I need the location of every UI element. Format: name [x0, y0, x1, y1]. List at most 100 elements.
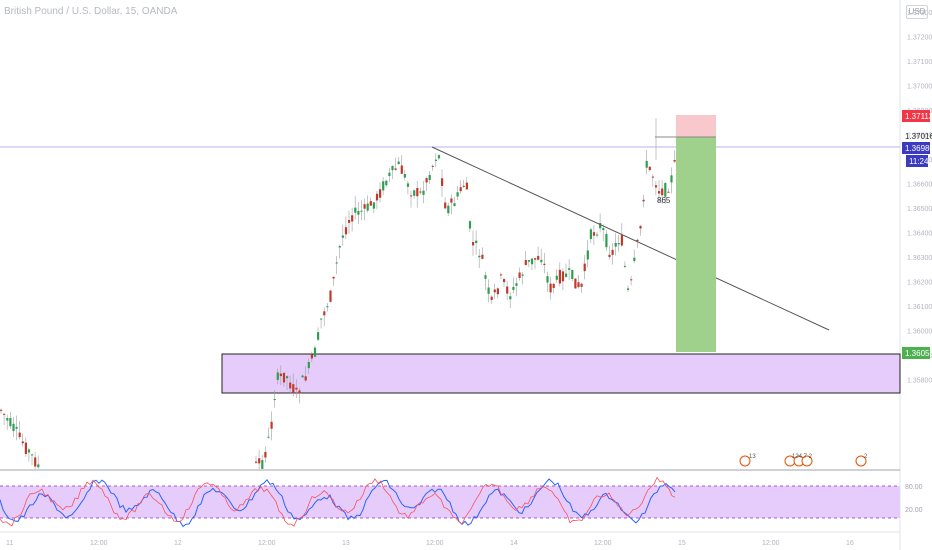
price-tick: 1.35800 [907, 378, 932, 385]
candle-body [589, 229, 592, 239]
candle-body [673, 159, 676, 162]
point-label: 865 [657, 196, 671, 205]
candle-body [12, 423, 15, 432]
candle-body [630, 279, 633, 281]
candle-body [484, 275, 487, 279]
candle-body [15, 426, 18, 429]
candle-body [611, 249, 614, 255]
candle-body [527, 260, 530, 262]
event-marker-1[interactable]: 13 [739, 454, 756, 467]
candle-body [509, 296, 512, 300]
price-tick: 1.36000 [907, 329, 932, 336]
trendline[interactable] [431, 146, 830, 331]
target-price-label: 1.37113 [905, 112, 932, 121]
time-axis[interactable]: 11 12:00 12 12:00 13 12:00 14 12:00 15 12:00 16 [6, 540, 854, 547]
time-tick: 16 [846, 540, 854, 547]
price-tick: 1.36500 [907, 206, 932, 213]
price-tick: 1.36600 [907, 182, 932, 189]
time-tick: 13 [342, 540, 350, 547]
candle-body [437, 155, 441, 159]
candle-body [307, 361, 310, 369]
candle-body [434, 159, 437, 161]
price-tick: 1.36200 [907, 280, 932, 287]
candle-body [636, 239, 639, 242]
price-axis[interactable]: 1.373001.372001.371001.370001.369001.368… [907, 10, 932, 385]
candle-body [512, 286, 515, 290]
flag-icon [855, 455, 867, 467]
candle-body [633, 257, 636, 262]
symbol-title[interactable]: British Pound / U.S. Dollar, 15, OANDA [4, 6, 178, 17]
candle-body [555, 275, 558, 280]
candle-body [286, 376, 289, 379]
event-count: 13 [749, 454, 756, 460]
stop-loss-area[interactable] [676, 115, 716, 137]
candle-body [261, 460, 264, 469]
stop-price-label: 1.36056 [905, 349, 932, 358]
candle-body [620, 235, 623, 246]
candle-body [264, 451, 267, 458]
candle-body [524, 260, 527, 265]
candle-body [21, 441, 24, 444]
candle-body [391, 166, 394, 171]
candle-body [394, 168, 397, 170]
take-profit-area[interactable] [676, 137, 716, 352]
candle-body [400, 165, 403, 174]
candle-body [614, 242, 617, 247]
event-marker-3[interactable]: 2 [855, 454, 868, 467]
candle-body [385, 180, 388, 186]
support-zone[interactable] [221, 353, 901, 394]
candle-body [348, 219, 351, 223]
countdown-badge [906, 155, 928, 167]
candle-body [422, 190, 425, 195]
candle-body [583, 263, 586, 272]
candle-body [375, 193, 379, 201]
candle-body [490, 296, 493, 300]
candle-body [577, 282, 580, 288]
candle-body [515, 283, 518, 286]
candle-body [24, 442, 27, 454]
candle-body [549, 283, 552, 293]
stop-price-badge [902, 347, 930, 359]
candle-body [332, 276, 335, 279]
flag-icon [801, 455, 813, 467]
candle-body [282, 372, 286, 383]
candle-body [310, 354, 313, 359]
candle-body [320, 318, 323, 320]
candle-body [530, 258, 534, 265]
candle-body [605, 233, 608, 248]
flag-icon [739, 455, 751, 467]
candle-body [661, 188, 664, 196]
candle-body [447, 205, 450, 214]
candle-body [627, 288, 630, 290]
stoch-d-line [0, 476, 676, 527]
candle-body [279, 373, 282, 377]
candle-body [267, 436, 270, 438]
candle-body [31, 454, 34, 456]
candle-body [416, 187, 419, 197]
candle-body [360, 210, 363, 212]
candle-body [27, 449, 31, 453]
candle-body [292, 384, 295, 394]
candle-body [658, 191, 661, 194]
candle-body [574, 278, 577, 289]
candlestick-series [0, 118, 676, 469]
candle-body [366, 203, 369, 211]
candle-body [3, 413, 6, 415]
candle-body [431, 165, 434, 167]
candle-body [648, 166, 651, 171]
event-marker-2[interactable]: 124 7 2 [784, 454, 813, 467]
candle-body [0, 409, 3, 411]
candle-body [317, 332, 320, 340]
candle-body [34, 457, 37, 467]
currency-badge[interactable]: USD [906, 5, 928, 19]
candle-body [639, 225, 642, 229]
main-pane[interactable] [0, 0, 900, 470]
candle-body [379, 189, 382, 198]
candle-body [301, 375, 304, 378]
candle-body [506, 286, 509, 294]
candle-body [496, 288, 499, 295]
current-price-label: 1.36980 [905, 144, 932, 153]
candle-body [499, 274, 503, 276]
candle-body [450, 198, 453, 203]
